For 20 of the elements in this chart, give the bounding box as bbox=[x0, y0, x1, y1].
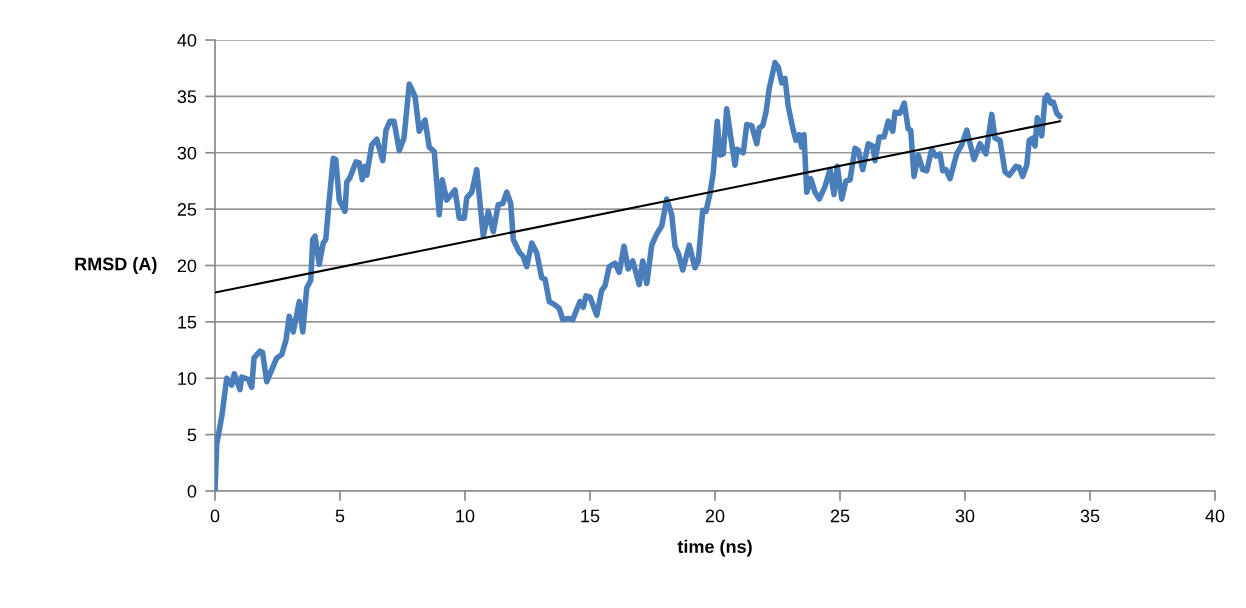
x-tick-label: 5 bbox=[335, 509, 345, 523]
y-tick-label: 5 bbox=[187, 428, 197, 442]
x-tick-label: 20 bbox=[705, 509, 725, 523]
x-tick-label: 35 bbox=[1080, 509, 1100, 523]
y-tick-label: 35 bbox=[177, 90, 197, 104]
y-tick-label: 15 bbox=[178, 316, 197, 329]
x-tick-label: 10 bbox=[456, 509, 475, 523]
y-tick-label: 25 bbox=[177, 203, 197, 216]
x-tick-label: 0 bbox=[210, 509, 220, 523]
y-tick-label: 10 bbox=[178, 372, 197, 385]
y-tick-label: 20 bbox=[177, 259, 197, 273]
x-tick-label: 15 bbox=[581, 509, 600, 523]
y-tick-label: 30 bbox=[177, 146, 197, 160]
y-tick-label: 0 bbox=[187, 484, 197, 498]
y-axis-title: RMSD (A) bbox=[75, 257, 157, 274]
x-axis-title: time (ns) bbox=[677, 539, 752, 557]
x-tick-label: 40 bbox=[1205, 509, 1225, 523]
y-tick-label: 40 bbox=[177, 33, 197, 47]
x-tick-label: 25 bbox=[830, 509, 850, 523]
x-tick-label: 30 bbox=[955, 509, 975, 523]
